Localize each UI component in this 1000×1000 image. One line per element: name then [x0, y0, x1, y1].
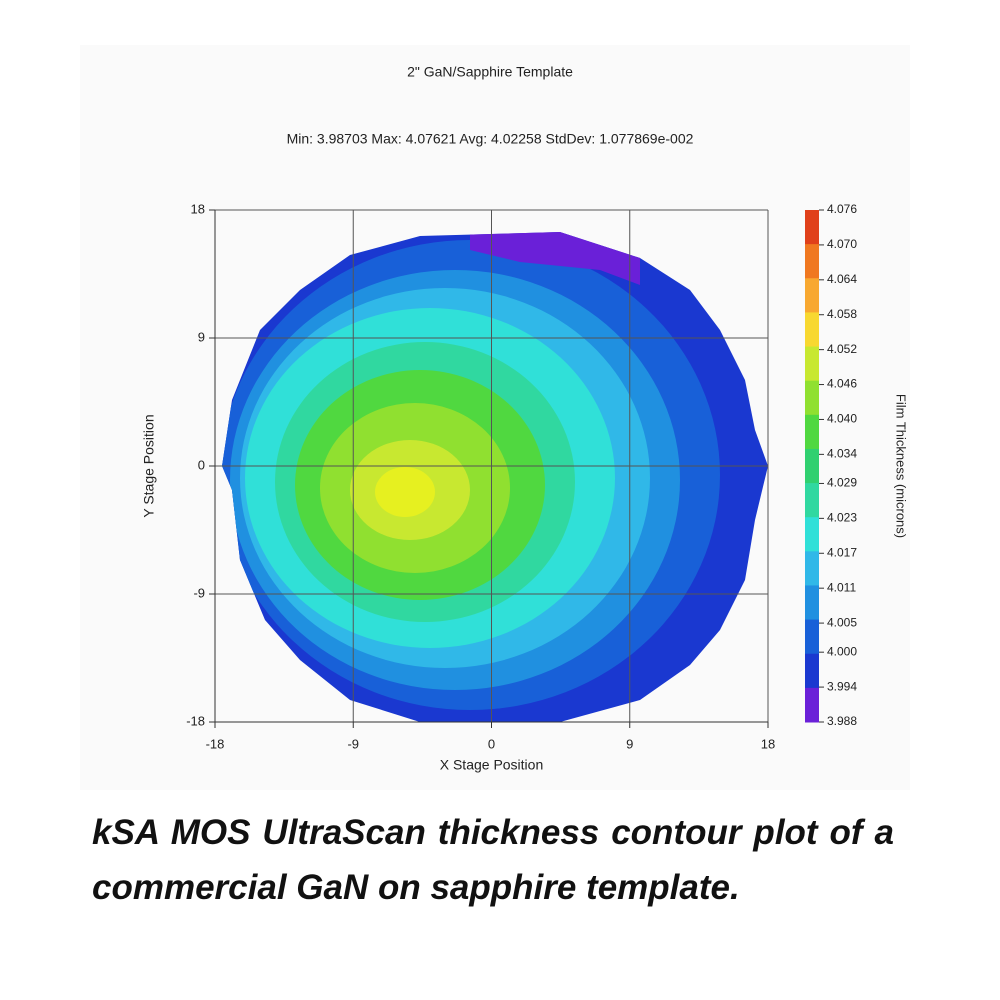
- colorbar-swatch: [805, 448, 819, 484]
- colorbar-tick-label: 3.994: [827, 679, 857, 693]
- colorbar-tick-label: 4.000: [827, 644, 857, 658]
- y-tick-label: 18: [191, 201, 205, 216]
- y-tick-label: 0: [198, 457, 205, 472]
- colorbar-swatch: [805, 312, 819, 348]
- x-tick-label: -18: [206, 736, 225, 751]
- contour-map: [222, 232, 768, 722]
- colorbar-tick-label: 4.052: [827, 342, 857, 356]
- caption: kSA MOS UltraScan thickness contour plot…: [92, 813, 894, 907]
- y-tick-label: 9: [198, 329, 205, 344]
- colorbar-label: Film Thickness (microns): [894, 394, 909, 538]
- colorbar-tick-label: 4.046: [827, 377, 857, 391]
- colorbar-swatch: [805, 653, 819, 689]
- colorbar-swatch: [805, 483, 819, 518]
- colorbar-swatch: [805, 380, 819, 416]
- colorbar-swatch: [805, 517, 819, 552]
- colorbar-swatch: [805, 278, 819, 313]
- chart-subtitle: Min: 3.98703 Max: 4.07621 Avg: 4.02258 S…: [287, 131, 694, 147]
- colorbar-swatch: [805, 687, 819, 723]
- colorbar-tick-label: 4.029: [827, 476, 857, 490]
- x-tick-label: -9: [347, 736, 359, 751]
- colorbar-tick-label: 4.070: [827, 237, 857, 251]
- colorbar-tick-label: 4.017: [827, 545, 857, 559]
- colorbar-tick-label: 3.988: [827, 714, 857, 728]
- colorbar-tick-label: 4.058: [827, 307, 857, 321]
- y-tick-label: -18: [186, 713, 205, 728]
- colorbar-tick-label: 4.064: [827, 272, 857, 286]
- colorbar-tick-label: 4.023: [827, 511, 857, 525]
- contour-band: [375, 467, 435, 517]
- colorbar-tick-label: 4.005: [827, 615, 857, 629]
- colorbar-swatch: [805, 585, 819, 621]
- colorbar-tick-label: 4.011: [827, 580, 856, 594]
- colorbar-tick-label: 4.076: [827, 202, 857, 216]
- x-tick-label: 0: [488, 736, 495, 751]
- y-tick-label: -9: [193, 585, 205, 600]
- x-tick-label: 18: [761, 736, 775, 751]
- colorbar-swatch: [805, 619, 819, 655]
- colorbar-swatch: [805, 551, 819, 586]
- y-axis-label: Y Stage Position: [141, 414, 157, 517]
- colorbar-tick-label: 4.034: [827, 447, 857, 461]
- chart: 2" GaN/Sapphire Template Min: 3.98703 Ma…: [140, 63, 909, 773]
- colorbar-tick-label: 4.040: [827, 412, 857, 426]
- colorbar-swatch: [805, 414, 819, 450]
- colorbar-swatch: [805, 244, 819, 279]
- x-tick-label: 9: [626, 736, 633, 751]
- chart-title: 2" GaN/Sapphire Template: [407, 64, 573, 80]
- colorbar-swatch: [805, 346, 819, 382]
- colorbar-swatch: [805, 210, 819, 245]
- x-axis-label: X Stage Position: [440, 757, 544, 773]
